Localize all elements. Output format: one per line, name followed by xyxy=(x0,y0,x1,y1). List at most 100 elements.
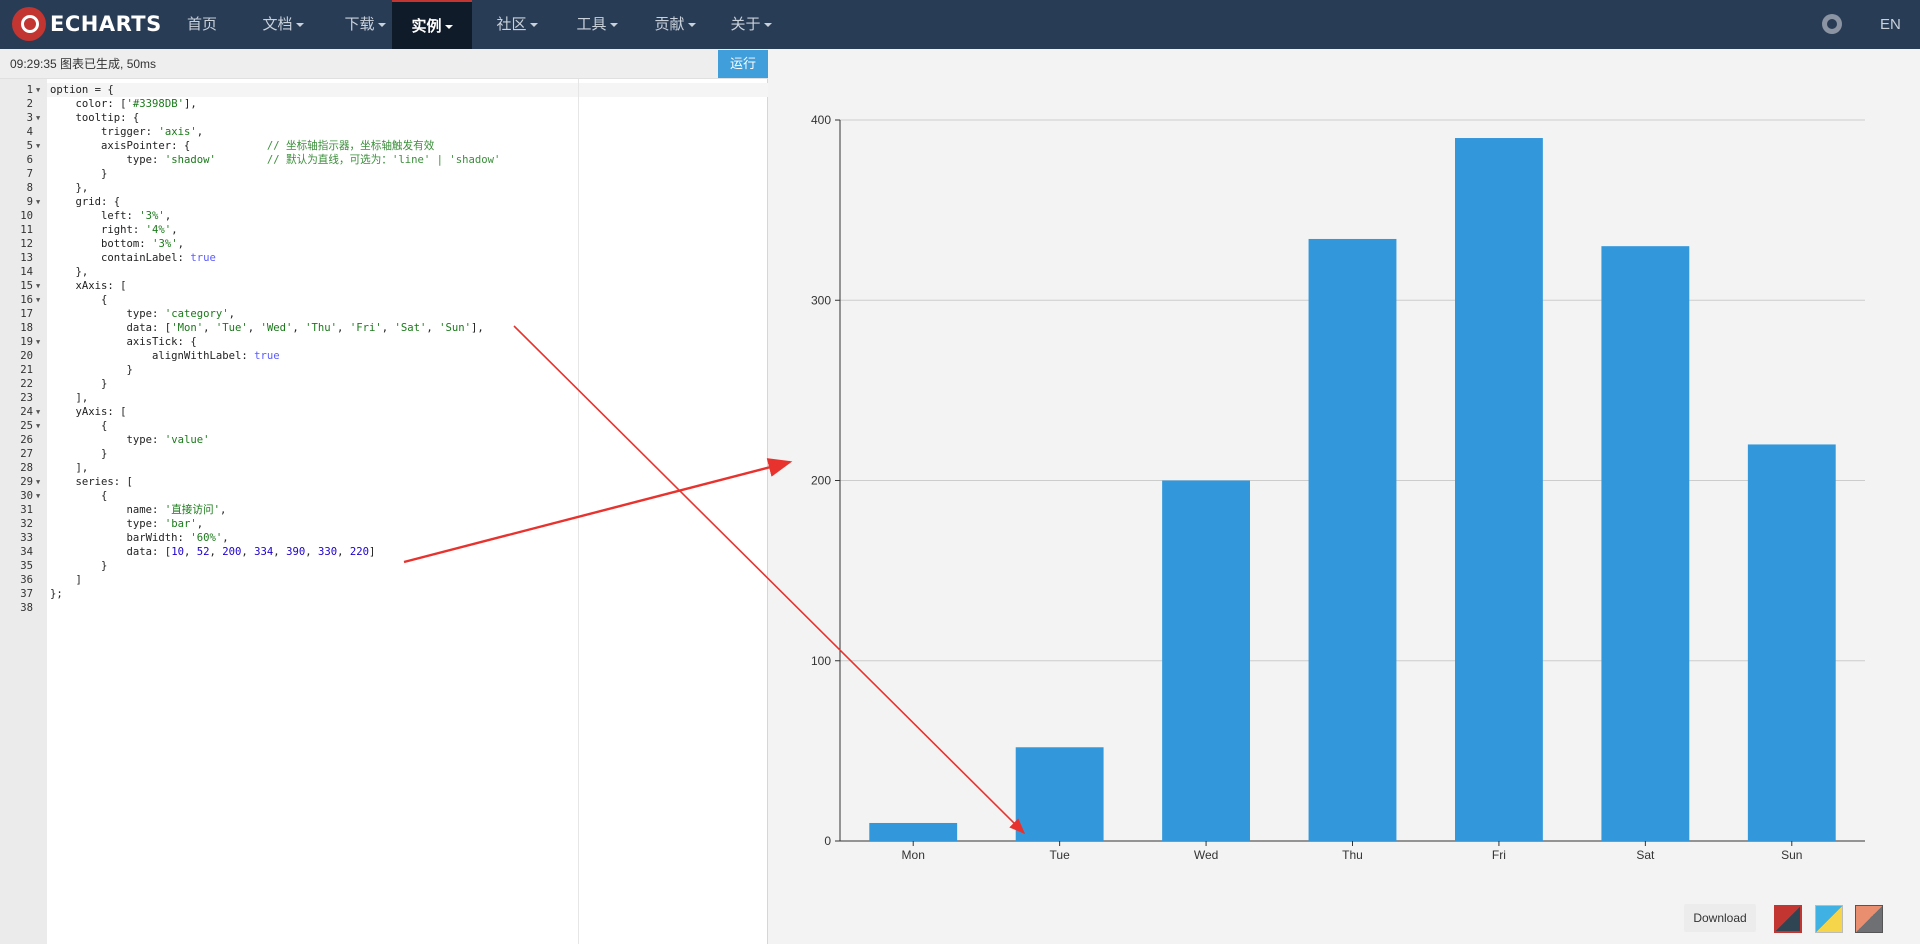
line-number: 20 xyxy=(20,350,33,362)
code-line: }; xyxy=(50,588,63,600)
top-navbar: ECHARTS 首页 文档 下载 实例 社区 工具 贡献 关于 EN xyxy=(0,0,1920,49)
nav-item-0[interactable]: 首页 xyxy=(172,0,232,49)
code-line: type: 'value' xyxy=(50,434,210,446)
code-line: option = { xyxy=(50,84,114,96)
theme-default-swatch[interactable] xyxy=(1774,905,1802,933)
code-line: barWidth: '60%', xyxy=(50,532,229,544)
code-line: color: ['#3398DB'], xyxy=(50,98,197,110)
fold-toggle-icon[interactable]: ▼ xyxy=(36,198,41,206)
echarts-logo[interactable]: ECHARTS xyxy=(12,7,162,41)
nav-item-2[interactable]: 下载 xyxy=(330,0,400,49)
download-button[interactable]: Download xyxy=(1684,904,1756,932)
line-number: 11 xyxy=(20,224,33,236)
bar-tue[interactable] xyxy=(1015,747,1104,841)
line-number: 16 xyxy=(20,294,33,306)
nav-item-1[interactable]: 文档 xyxy=(248,0,318,49)
language-switch[interactable]: EN xyxy=(1880,16,1901,33)
code-line: ], xyxy=(50,462,89,474)
fold-toggle-icon[interactable]: ▼ xyxy=(36,114,41,122)
line-number: 12 xyxy=(20,238,33,250)
bar-mon[interactable] xyxy=(869,822,958,841)
bar-fri[interactable] xyxy=(1455,138,1543,841)
nav-item-label: 首页 xyxy=(186,15,217,33)
fold-toggle-icon[interactable]: ▼ xyxy=(36,478,41,486)
caret-down-icon xyxy=(687,22,696,27)
nav-item-label: 贡献 xyxy=(654,15,685,33)
code-line: ], xyxy=(50,392,89,404)
nav-item-3[interactable]: 实例 xyxy=(392,0,472,49)
line-number: 37 xyxy=(20,588,33,600)
fold-toggle-icon[interactable]: ▼ xyxy=(36,492,41,500)
code-line: series: [ xyxy=(50,476,133,488)
nav-item-4[interactable]: 社区 xyxy=(482,0,552,49)
logo-icon xyxy=(12,7,46,41)
x-tick-label: Sat xyxy=(1636,848,1655,862)
line-number: 6 xyxy=(26,154,33,166)
x-tick-label: Tue xyxy=(1050,848,1071,862)
code-line: } xyxy=(50,448,108,460)
bar-chart[interactable]: 0 100 200 300 400 Mon Tue Wed Thu Fri Sat Sun xyxy=(769,49,1920,944)
nav-item-label: 工具 xyxy=(576,15,607,33)
bar-wed[interactable] xyxy=(1162,480,1250,842)
code-area[interactable]: 1 ▼ 2 3 ▼ 4 5 ▼ 6 7 8 9 ▼ 10 11 12 13 14 15 ▼ 16 ▼ 17 18 19 ▼ 20 21… xyxy=(0,79,768,944)
code-line: type: 'category', xyxy=(50,308,235,320)
code-line: type: 'shadow' // 默认为直线，可选为：'line' | 'sh… xyxy=(50,154,501,166)
github-icon[interactable] xyxy=(1822,14,1842,34)
y-tick-label: 300 xyxy=(811,293,831,307)
fold-toggle-icon[interactable]: ▼ xyxy=(36,86,41,94)
nav-item-6[interactable]: 贡献 xyxy=(640,0,710,49)
line-number: 2 xyxy=(26,98,33,110)
fold-toggle-icon[interactable]: ▼ xyxy=(36,142,41,150)
code-line: } xyxy=(50,378,108,390)
code-line: bottom: '3%', xyxy=(50,238,184,250)
line-number: 25 xyxy=(20,420,33,432)
y-tick-label: 400 xyxy=(811,113,831,127)
x-tick-label: Sun xyxy=(1781,848,1802,862)
bar-thu[interactable] xyxy=(1308,238,1397,842)
line-number: 23 xyxy=(20,392,33,404)
line-number: 15 xyxy=(20,280,33,292)
line-number: 9 xyxy=(26,196,33,208)
nav-item-5[interactable]: 工具 xyxy=(562,0,632,49)
line-number: 34 xyxy=(20,546,33,558)
caret-down-icon xyxy=(763,22,772,27)
bar-sat[interactable] xyxy=(1601,246,1690,842)
fold-toggle-icon[interactable]: ▼ xyxy=(36,282,41,290)
code-line: axisTick: { xyxy=(50,336,197,348)
logo-text: ECHARTS xyxy=(50,12,162,36)
code-line: ] xyxy=(50,574,82,586)
fold-toggle-icon[interactable]: ▼ xyxy=(36,338,41,346)
line-number-gutter: 1 ▼ 2 3 ▼ 4 5 ▼ 6 7 8 9 ▼ 10 11 12 13 14 15 ▼ 16 ▼ 17 18 19 ▼ 20 21… xyxy=(0,79,47,944)
print-margin xyxy=(578,79,579,944)
code-line: yAxis: [ xyxy=(50,406,127,418)
active-line-highlight xyxy=(47,83,768,97)
bar-sun[interactable] xyxy=(1747,444,1836,841)
code-line: containLabel: true xyxy=(50,252,216,264)
code-line: alignWithLabel: true xyxy=(50,350,280,362)
line-number: 4 xyxy=(26,126,33,138)
line-number: 7 xyxy=(26,168,33,180)
theme-vintage-swatch[interactable] xyxy=(1855,905,1883,933)
fold-toggle-icon[interactable]: ▼ xyxy=(36,296,41,304)
fold-toggle-icon[interactable]: ▼ xyxy=(36,422,41,430)
code-line: type: 'bar', xyxy=(50,518,204,530)
code-line: right: '4%', xyxy=(50,224,178,236)
line-number: 28 xyxy=(20,462,33,474)
line-number: 3 xyxy=(26,112,33,124)
nav-item-label: 下载 xyxy=(344,15,375,33)
line-number: 14 xyxy=(20,266,33,278)
nav-item-7[interactable]: 关于 xyxy=(716,0,786,49)
nav-item-label: 文档 xyxy=(262,15,293,33)
line-number: 8 xyxy=(26,182,33,194)
line-number: 32 xyxy=(20,518,33,530)
line-number: 22 xyxy=(20,378,33,390)
fold-toggle-icon[interactable]: ▼ xyxy=(36,408,41,416)
nav-item-label: 关于 xyxy=(730,15,761,33)
code-line: xAxis: [ xyxy=(50,280,127,292)
line-number: 35 xyxy=(20,560,33,572)
line-number: 1 xyxy=(26,84,33,96)
x-tick-label: Mon xyxy=(902,848,925,862)
theme-light-swatch[interactable] xyxy=(1815,905,1843,933)
code-line: } xyxy=(50,168,108,180)
run-button[interactable]: 运行 xyxy=(718,50,768,78)
